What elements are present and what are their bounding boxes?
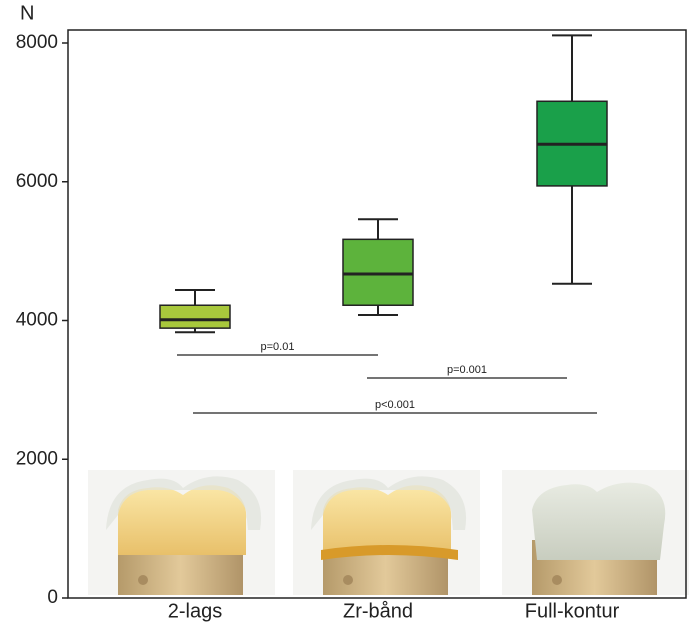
x-tick-label: Full-kontur xyxy=(525,600,620,622)
annotation: p=0.001 xyxy=(447,364,487,376)
plot-frame xyxy=(67,29,687,599)
y-tick-label: 4000 xyxy=(16,310,58,331)
annotation: p<0.001 xyxy=(375,399,415,411)
tooth-image xyxy=(502,470,689,595)
y-tick-label: 6000 xyxy=(16,171,58,192)
x-tick-label: 2-lags xyxy=(168,600,222,622)
tooth-image xyxy=(88,470,275,595)
y-tick-label: 8000 xyxy=(16,32,58,53)
x-tick-label: Zr-bånd xyxy=(343,600,413,622)
tooth-image xyxy=(293,470,480,595)
y-tick-label: 0 xyxy=(47,587,58,608)
box xyxy=(159,304,231,329)
y-tick-label: 2000 xyxy=(16,448,58,469)
annotation: p=0.01 xyxy=(261,341,295,353)
box xyxy=(342,238,414,306)
y-axis-label: N xyxy=(20,2,34,24)
